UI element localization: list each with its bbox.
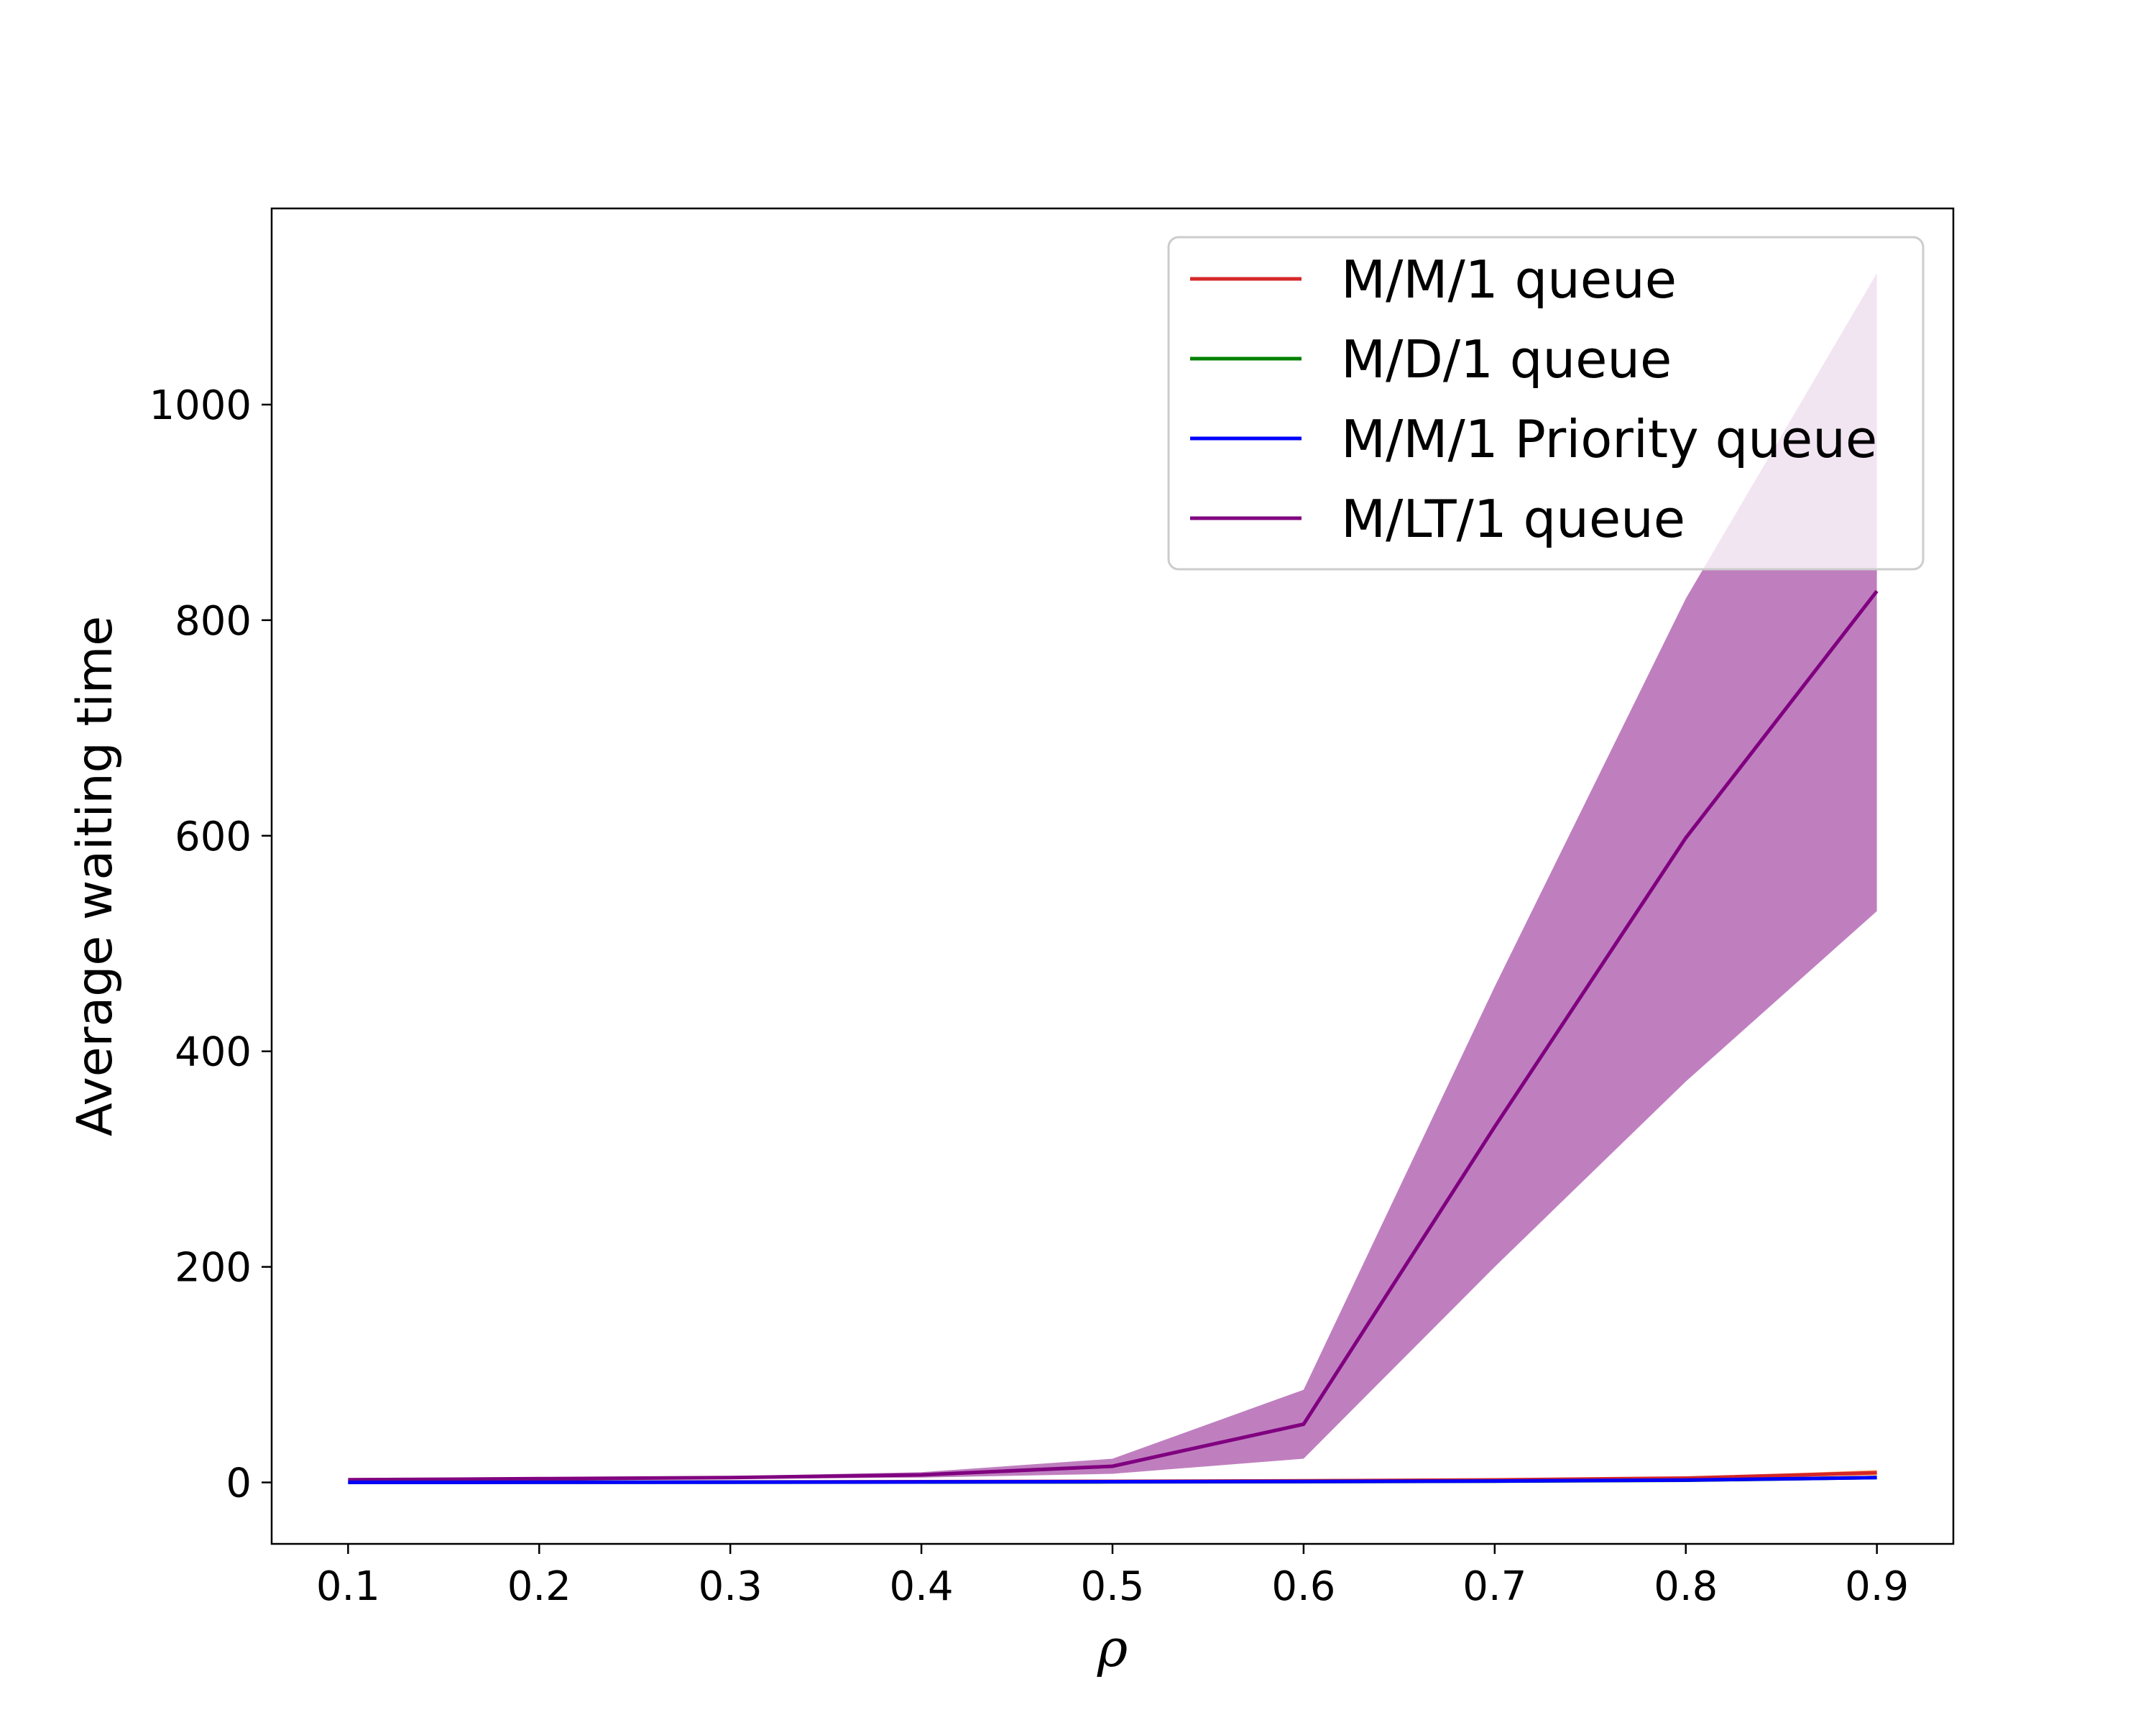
y-tick-label: 600 [175,814,252,860]
x-tick-label: 0.5 [1080,1563,1144,1610]
x-tick-label: 0.1 [316,1563,380,1610]
legend-label: M/LT/1 queue [1341,489,1685,549]
x-tick-label: 0.4 [890,1563,954,1610]
confidence-bands [348,273,1877,1483]
y-tick-label: 200 [175,1245,252,1292]
x-tick-label: 0.7 [1462,1563,1526,1610]
y-tick-label: 800 [175,598,252,645]
y-tick-label: 0 [226,1460,252,1507]
band-m-lt-1-queue [348,273,1877,1481]
legend-label: M/M/1 Priority queue [1341,409,1877,469]
y-tick-label: 1000 [149,382,252,429]
x-tick-label: 0.9 [1845,1563,1909,1610]
x-tick-label: 0.8 [1654,1563,1718,1610]
series-line-m-lt-1-queue [348,589,1879,1482]
x-tick-label: 0.6 [1271,1563,1335,1610]
legend-label: M/M/1 queue [1341,249,1677,310]
x-axis-ticks: 0.1 0.2 0.3 0.4 0.5 0.6 0.7 0.8 0.9 [316,1544,1909,1610]
legend: M/M/1 queue M/D/1 queue M/M/1 Priority que… [1167,236,1925,571]
x-axis-label: ρ [1097,1618,1128,1678]
series-line-m-m-1-priority-queue [348,1476,1877,1484]
y-axis-label: Average waiting time [67,616,124,1136]
y-tick-label: 400 [175,1029,252,1076]
y-axis-ticks: 0 200 400 600 800 1000 [149,382,272,1507]
series-lines [348,589,1879,1484]
legend-frame [1167,236,1925,571]
x-tick-label: 0.3 [699,1563,763,1610]
x-tick-label: 0.2 [507,1563,571,1610]
legend-label: M/D/1 queue [1341,329,1672,390]
